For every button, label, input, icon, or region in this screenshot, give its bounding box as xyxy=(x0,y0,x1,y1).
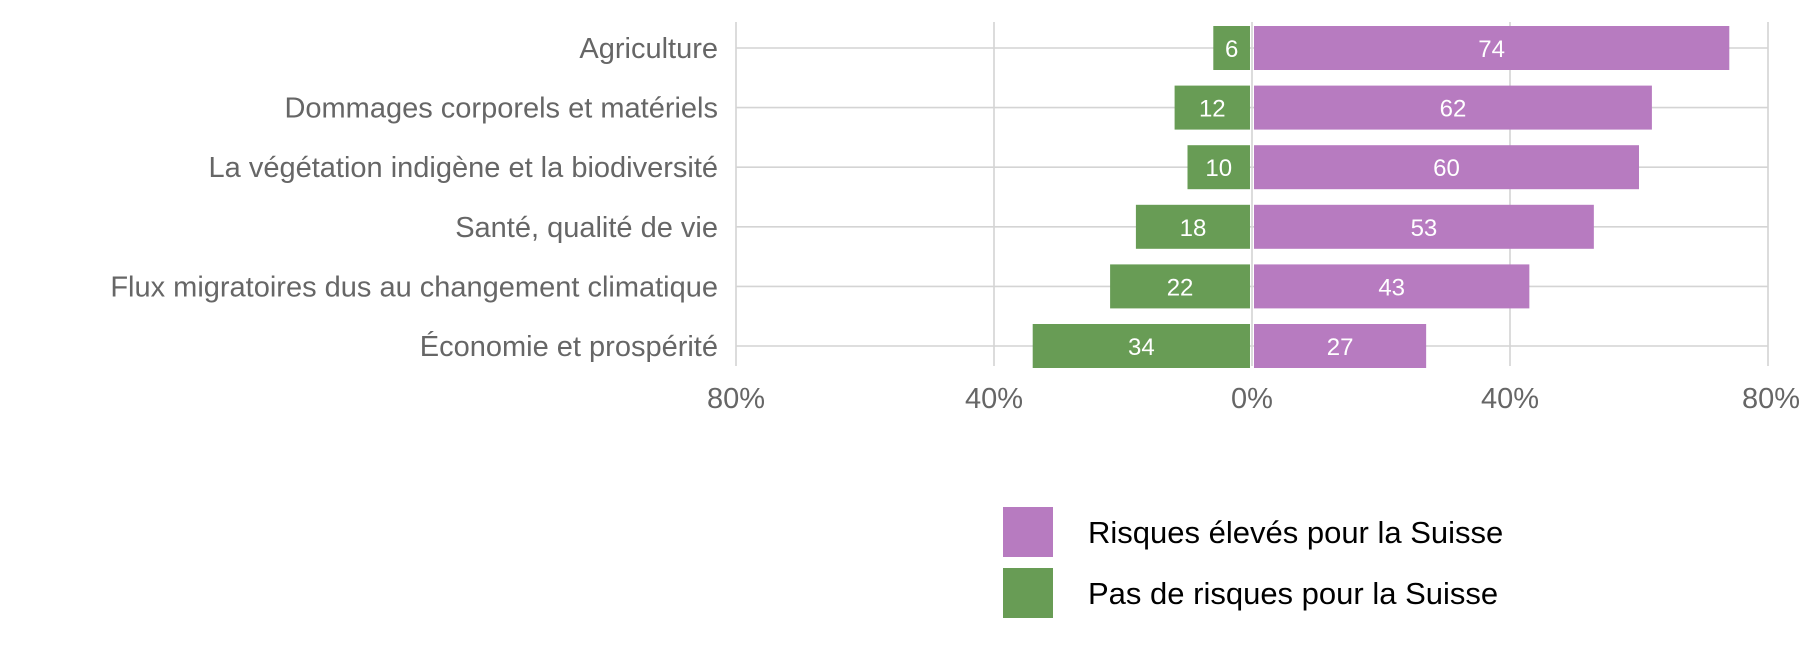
x-tick-label: 0% xyxy=(1231,383,1273,415)
bar-value-label: 10 xyxy=(1205,155,1232,182)
legend-swatch xyxy=(1003,568,1053,618)
bar-value-label: 18 xyxy=(1180,215,1207,242)
x-tick-label: 40% xyxy=(1481,383,1539,415)
bar-value-label: 6 xyxy=(1225,36,1238,63)
grid xyxy=(735,22,1769,366)
category-label: Santé, qualité de vie xyxy=(455,212,718,244)
bar-risques-eleves xyxy=(1254,324,1427,368)
bars xyxy=(1032,26,1730,368)
category-label: Agriculture xyxy=(579,33,718,65)
bar-value-label: 62 xyxy=(1440,96,1467,123)
category-label: La végétation indigène et la biodiversit… xyxy=(209,152,718,184)
bar-pas-de-risques xyxy=(1213,26,1250,70)
bar-value-label: 27 xyxy=(1327,334,1354,361)
bar-pas-de-risques xyxy=(1135,204,1250,249)
bar-pas-de-risques xyxy=(1032,324,1250,368)
x-tick-label: 40% xyxy=(965,383,1023,415)
bar-value-label: 22 xyxy=(1167,274,1194,301)
bar-value-label: 43 xyxy=(1378,274,1405,301)
legend-label: Pas de risques pour la Suisse xyxy=(1088,576,1498,611)
legend-label: Risques élevés pour la Suisse xyxy=(1088,515,1503,550)
bar-risques-eleves xyxy=(1254,85,1652,130)
category-label: Économie et prospérité xyxy=(420,330,718,363)
labels: 80% 40% 0% 40% 80% Agriculture 74 6 Dommages cor… xyxy=(110,33,1800,415)
category-label: Flux migratoires dus au changement clima… xyxy=(110,271,718,303)
bar-pas-de-risques xyxy=(1110,264,1250,309)
bar-value-label: 53 xyxy=(1411,215,1438,242)
bar-risques-eleves xyxy=(1254,204,1594,249)
bar-risques-eleves xyxy=(1254,145,1639,190)
bar-value-label: 74 xyxy=(1478,36,1505,63)
bar-pas-de-risques xyxy=(1187,145,1250,190)
bar-risques-eleves xyxy=(1254,26,1730,70)
bar-pas-de-risques xyxy=(1174,85,1250,130)
category-label: Dommages corporels et matériels xyxy=(284,93,718,125)
bar-value-label: 34 xyxy=(1128,334,1155,361)
bar-value-label: 12 xyxy=(1199,96,1226,123)
bar-value-label: 60 xyxy=(1433,155,1460,182)
x-tick-label: 80% xyxy=(1742,383,1800,415)
bar-risques-eleves xyxy=(1254,264,1530,309)
legend: Risques élevés pour la Suisse Pas de risq… xyxy=(1003,507,1503,618)
x-tick-label: 80% xyxy=(707,383,765,415)
legend-swatch xyxy=(1003,507,1053,557)
